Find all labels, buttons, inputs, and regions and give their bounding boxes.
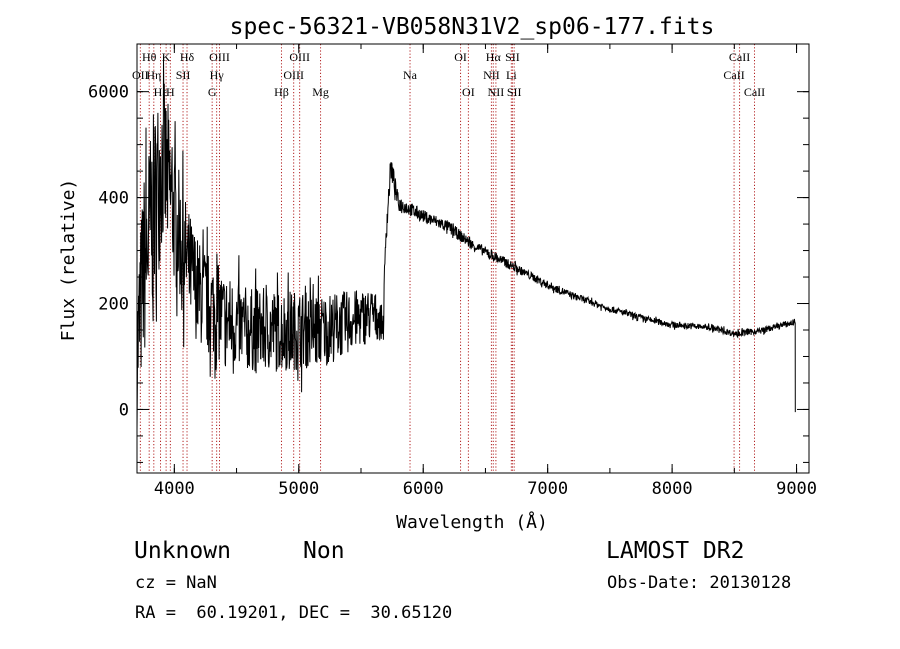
spectrum-line (136, 56, 796, 431)
line-marker-label: Li (506, 68, 517, 82)
line-marker-label: OIII (209, 50, 230, 64)
line-marker-label: OIII (283, 68, 304, 82)
survey-name: LAMOST DR2 (606, 538, 745, 564)
line-marker-label: NII (488, 85, 505, 99)
line-marker-label: OI (462, 85, 475, 99)
x-axis-ticks: 4000 5000 6000 7000 8000 9000 (154, 44, 817, 499)
line-marker-label: CaII (744, 85, 765, 99)
line-marker-label: SII (505, 50, 520, 64)
obs-date: Obs-Date: 20130128 (607, 573, 792, 593)
plot-frame (136, 43, 810, 474)
line-marker-label: Hδ (180, 50, 195, 64)
coordinates: RA = 60.19201, DEC = 30.65120 (135, 603, 453, 623)
y-tick-label: 200 (98, 295, 129, 315)
chart-title: spec-56321-VB058N31V2_sp06-177.fits (230, 14, 715, 40)
line-marker-label: CaII (729, 50, 750, 64)
line-marker-label: Na (403, 68, 418, 82)
x-axis-label: Wavelength (Å) (396, 511, 548, 533)
line-marker-label: Hη (146, 68, 161, 82)
line-marker-label: Hθ (142, 50, 157, 64)
y-tick-label: 400 (98, 189, 129, 209)
line-marker-label: H (166, 85, 175, 99)
x-tick-label: 9000 (776, 479, 817, 499)
y-tick-label: 6000 (88, 83, 129, 103)
y-axis-label: Flux (relative) (58, 179, 79, 342)
line-marker-label: OIII (289, 50, 310, 64)
line-marker-label: SII (176, 68, 191, 82)
object-subclass: Non (303, 538, 345, 564)
x-tick-label: 4000 (154, 479, 195, 499)
x-tick-label: 6000 (403, 479, 444, 499)
x-tick-label: 8000 (652, 479, 693, 499)
line-marker-label: OII (132, 68, 149, 82)
line-marker-label: Hα (486, 50, 502, 64)
x-tick-label: 5000 (278, 479, 319, 499)
line-marker-label: CaII (723, 68, 744, 82)
line-marker-label: K (162, 50, 171, 64)
line-markers (139, 44, 755, 473)
line-marker-label: SII (507, 85, 522, 99)
line-marker-label: Mg (312, 85, 329, 99)
y-axis-ticks: 0 200 400 6000 (88, 83, 809, 463)
x-tick-label: 7000 (527, 479, 568, 499)
line-marker-label: OI (454, 50, 467, 64)
line-marker-label: Hβ (274, 85, 289, 99)
y-tick-label: 0 (119, 400, 129, 420)
line-marker-label: Hγ (210, 68, 225, 82)
line-marker-label: G (208, 85, 217, 99)
line-marker-label: NII (483, 68, 500, 82)
redshift-value: cz = NaN (135, 573, 217, 593)
object-class: Unknown (134, 538, 231, 564)
